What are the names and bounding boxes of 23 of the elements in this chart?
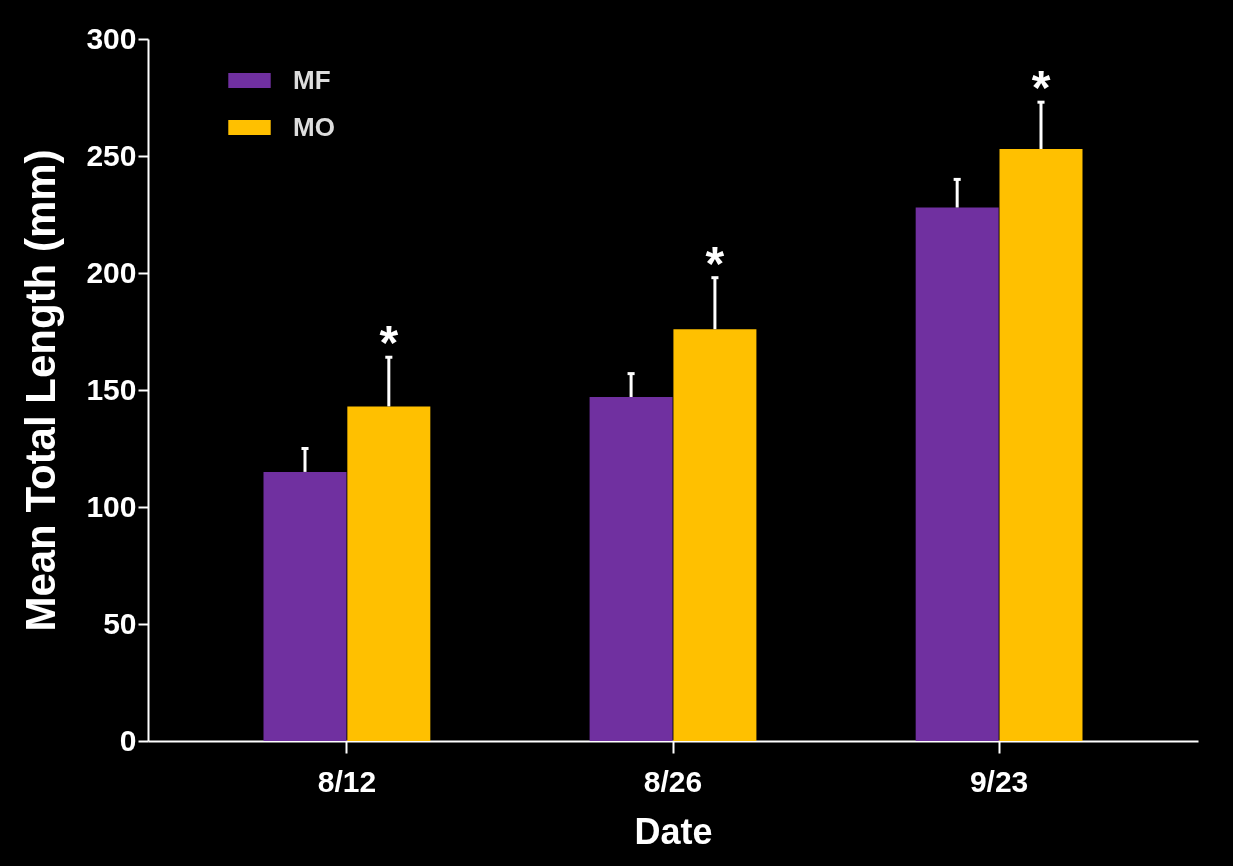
annotation: * xyxy=(379,316,399,370)
annotation: * xyxy=(1031,61,1051,115)
x-tick-label: 9/23 xyxy=(969,764,1029,798)
bar xyxy=(673,329,757,741)
y-tick-label: 50 xyxy=(103,606,137,640)
legend-label: MO xyxy=(293,111,335,142)
y-tick-label: 150 xyxy=(86,372,137,406)
x-axis-title: Date xyxy=(634,810,713,852)
y-tick-label: 200 xyxy=(86,255,137,289)
y-tick-label: 300 xyxy=(86,21,137,55)
x-tick-label: 8/12 xyxy=(317,764,377,798)
bar xyxy=(347,406,431,741)
bar xyxy=(263,471,347,741)
y-tick-label: 100 xyxy=(86,489,137,523)
bar xyxy=(589,397,673,741)
annotation: * xyxy=(705,236,725,290)
y-tick-label: 0 xyxy=(119,723,137,757)
bar xyxy=(999,148,1083,741)
y-axis-title: Mean Total Length (mm) xyxy=(17,149,65,632)
y-tick-label: 250 xyxy=(86,138,137,172)
legend-label: MF xyxy=(293,64,331,95)
bar xyxy=(915,207,999,741)
x-tick-label: 8/26 xyxy=(643,764,703,798)
